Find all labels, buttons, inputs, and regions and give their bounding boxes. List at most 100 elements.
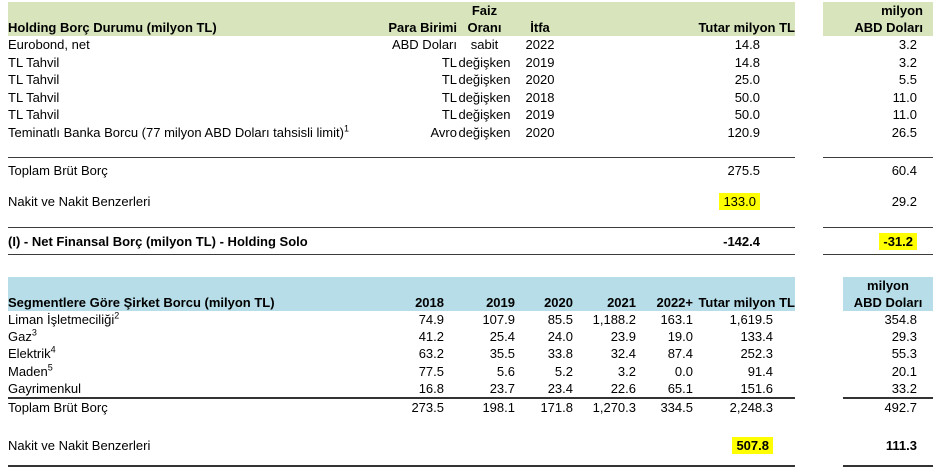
segment-debt-rows: Liman İşletmeciliği2 74.9 107.9 85.5 1,1… xyxy=(8,311,933,397)
highlighted-value: -31.2 xyxy=(879,233,917,250)
segment-cash-row: Nakit ve Nakit Benzerleri 507.8 111.3 xyxy=(8,437,933,455)
gross-debt-amount-usd: 492.7 xyxy=(884,399,917,415)
cell-2018: 41.2 xyxy=(418,329,444,345)
cell-2021: 32.4 xyxy=(610,346,636,362)
cell-2021: 3.2 xyxy=(617,363,636,379)
cell-amount-usd: 354.8 xyxy=(884,312,917,327)
cell-2020: 33.8 xyxy=(547,346,573,362)
holding-header-band: Holding Borç Durumu (milyon TL) Para Bir… xyxy=(8,2,933,36)
col-header-tutar-tl: Tutar milyon TL xyxy=(568,2,795,36)
cell-amount-tl: 91.4 xyxy=(747,363,773,379)
cell-interest-type: değişken xyxy=(458,107,511,122)
cell-debt-name: TL Tahvil xyxy=(8,54,60,70)
holding-net-debt-row: (I) - Net Finansal Borç (milyon TL) - Ho… xyxy=(8,233,933,251)
cell-amount-tl: 133.4 xyxy=(740,329,773,345)
cell-amount-usd: 29.3 xyxy=(891,329,917,345)
cell-maturity: 2020 xyxy=(525,72,555,87)
holding-debt-rows: Eurobond, net ABD Doları sabit 2022 14.8… xyxy=(8,36,933,141)
cell-2020: 5.2 xyxy=(554,363,573,379)
col-header-usd: milyon ABD Doları xyxy=(843,277,933,311)
cell-amount-tl: 14.8 xyxy=(734,37,760,52)
cell-debt-name: TL Tahvil xyxy=(8,107,60,122)
highlighted-value: 133.0 xyxy=(719,192,760,210)
cell-2022plus: 0.0 xyxy=(674,363,693,379)
cash-amount-usd: 111.3 xyxy=(885,438,917,454)
cell-2018: 77.5 xyxy=(418,363,444,379)
holding-debt-row: TL Tahvil TL değişken 2019 14.8 3.2 xyxy=(8,54,933,72)
segment-debt-row: Liman İşletmeciliği2 74.9 107.9 85.5 1,1… xyxy=(8,311,933,328)
holding-debt-row: TL Tahvil TL değişken 2020 25.0 5.5 xyxy=(8,71,933,89)
cell-amount-usd: 3.2 xyxy=(898,37,917,52)
cell-debt-name: TL Tahvil xyxy=(8,72,60,87)
cash-amount-usd: 29.2 xyxy=(891,193,917,209)
highlighted-value: 507.8 xyxy=(732,437,773,455)
gross-2022plus: 334.5 xyxy=(660,399,693,415)
cell-maturity: 2019 xyxy=(525,107,555,122)
net-debt-amount-tl: -142.4 xyxy=(723,234,760,249)
holding-debt-table: Holding Borç Durumu (milyon TL) Para Bir… xyxy=(8,2,933,255)
separator-line xyxy=(8,157,933,158)
holding-table-title-cell: Holding Borç Durumu (milyon TL) xyxy=(8,2,363,36)
cell-2019: 23.7 xyxy=(489,380,515,396)
cell-2018: 63.2 xyxy=(418,346,444,362)
cell-currency: TL xyxy=(441,72,457,87)
cell-currency: TL xyxy=(441,54,457,70)
gross-2019: 198.1 xyxy=(482,399,515,415)
col-header-2021: 2021 xyxy=(573,277,636,311)
col-header-2018: 2018 xyxy=(358,277,444,311)
cell-maturity: 2018 xyxy=(525,89,555,105)
segment-debt-row: Gayrimenkul 16.8 23.7 23.4 22.6 65.1 151… xyxy=(8,380,933,397)
segment-gross-debt-row: Toplam Brüt Borç 273.5 198.1 171.8 1,270… xyxy=(8,399,933,417)
cell-interest-type: sabit xyxy=(470,37,499,52)
cell-debt-name: Eurobond, net xyxy=(8,37,90,52)
segment-table-title: Segmentlere Göre Şirket Borcu (milyon TL… xyxy=(8,295,275,310)
gross-debt-amount-tl: 275.5 xyxy=(727,163,760,178)
cell-segment-name: Gaz3 xyxy=(8,327,37,345)
holding-debt-row: Teminatlı Banka Borcu (77 milyon ABD Dol… xyxy=(8,124,933,142)
cell-amount-usd: 20.1 xyxy=(891,363,917,379)
segment-debt-table: Segmentlere Göre Şirket Borcu (milyon TL… xyxy=(8,277,933,467)
cell-2019: 35.5 xyxy=(489,346,515,362)
separator-line xyxy=(8,464,933,467)
cell-amount-usd: 26.5 xyxy=(891,124,917,140)
separator-line xyxy=(8,253,933,255)
separator-line xyxy=(8,396,933,399)
cell-2020: 24.0 xyxy=(547,329,573,345)
col-header-tutar-tl: Tutar milyon TL xyxy=(693,277,795,311)
cell-2022plus: 163.1 xyxy=(660,312,693,327)
gross-debt-amount-usd: 60.4 xyxy=(891,163,917,178)
cell-amount-tl: 1,619.5 xyxy=(729,312,773,327)
cell-2019: 5.6 xyxy=(496,363,515,379)
separator-line xyxy=(8,227,933,228)
cell-2020: 23.4 xyxy=(547,380,573,396)
cell-2018: 16.8 xyxy=(418,380,444,396)
cell-amount-usd: 33.2 xyxy=(891,380,917,396)
cell-currency: TL xyxy=(441,89,457,105)
cell-2021: 22.6 xyxy=(610,380,636,396)
cell-amount-usd: 55.3 xyxy=(891,346,917,362)
cell-segment-name: Elektrik4 xyxy=(8,345,56,362)
cell-2019: 107.9 xyxy=(482,312,515,327)
col-header-faiz-orani: Faiz Oranı xyxy=(457,2,512,36)
cell-amount-usd: 3.2 xyxy=(898,54,917,70)
cell-amount-usd: 11.0 xyxy=(892,89,917,105)
cell-amount-tl: 151.6 xyxy=(740,380,773,396)
col-header-usd: milyon ABD Doları xyxy=(823,2,933,36)
holding-debt-row: TL Tahvil TL değişken 2018 50.0 11.0 xyxy=(8,89,933,107)
cell-2021: 1,188.2 xyxy=(592,312,636,327)
row-label: Toplam Brüt Borç xyxy=(8,399,108,415)
cell-amount-tl: 252.3 xyxy=(740,346,773,362)
cell-2022plus: 87.4 xyxy=(667,346,693,362)
row-label: Toplam Brüt Borç xyxy=(8,163,108,178)
cell-2021: 23.9 xyxy=(610,329,636,345)
row-label: Nakit ve Nakit Benzerleri xyxy=(8,438,151,454)
cell-maturity: 2020 xyxy=(525,124,555,140)
row-label: Nakit ve Nakit Benzerleri xyxy=(8,193,151,209)
row-label: (I) - Net Finansal Borç (milyon TL) - Ho… xyxy=(8,234,308,249)
col-header-itfa: İtfa xyxy=(512,2,568,36)
cell-segment-name: Gayrimenkul xyxy=(8,380,81,396)
segment-header-band: Segmentlere Göre Şirket Borcu (milyon TL… xyxy=(8,277,933,311)
gross-2020: 171.8 xyxy=(540,399,573,415)
cell-maturity: 2019 xyxy=(525,54,555,70)
